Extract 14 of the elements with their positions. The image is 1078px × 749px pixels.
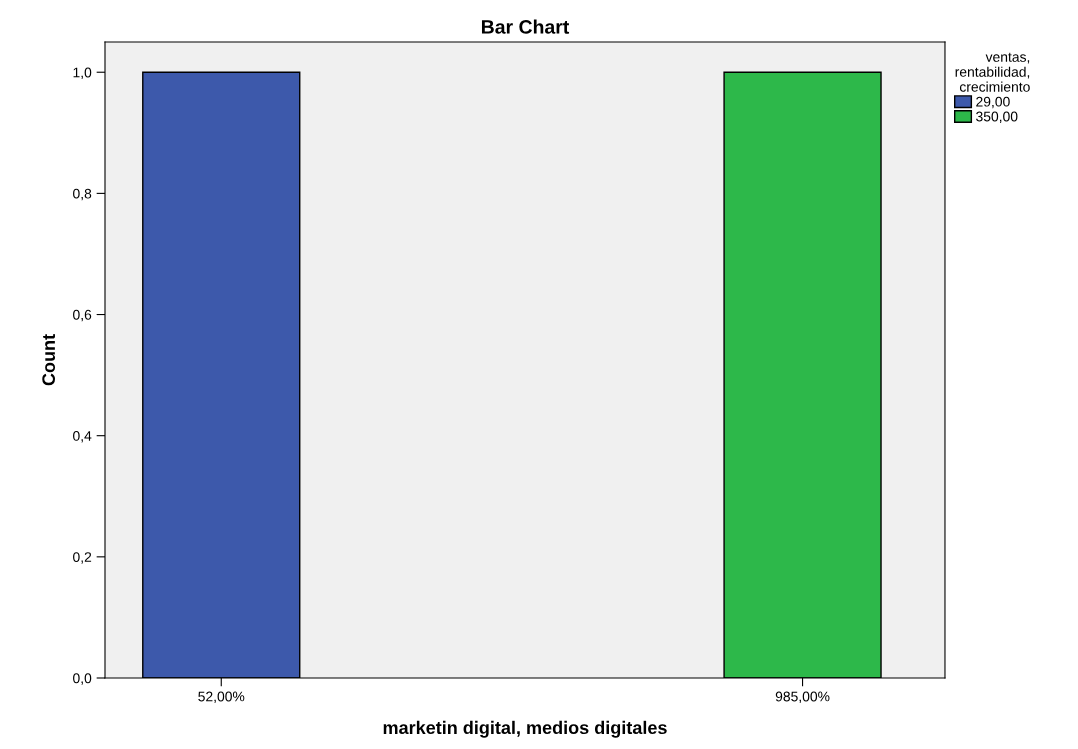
- x-tick-label: 52,00%: [198, 691, 245, 704]
- y-tick-label: 0,4: [73, 431, 92, 443]
- y-tick-label: 1,0: [73, 67, 92, 80]
- y-axis-title: Count: [42, 334, 56, 386]
- chart-title: Bar Chart: [481, 19, 570, 34]
- legend-label: 350,00: [976, 111, 1018, 124]
- y-tick-label: 0,2: [73, 552, 92, 564]
- y-tick-label: 0,8: [73, 188, 92, 201]
- x-tick-label: 985,00%: [775, 691, 830, 704]
- legend-label: 29,00: [976, 96, 1010, 109]
- y-tick-label: 0,0: [73, 673, 92, 685]
- x-axis-title: marketin digital, medios digitales: [383, 720, 667, 738]
- y-tick-label: 0,6: [73, 309, 92, 322]
- legend-title: ventas, rentabilidad, crecimiento: [955, 52, 1030, 92]
